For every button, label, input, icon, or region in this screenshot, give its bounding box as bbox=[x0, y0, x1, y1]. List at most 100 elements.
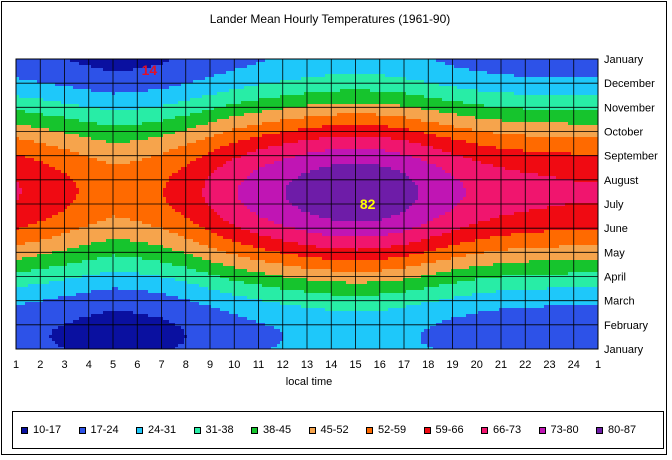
contour-cell bbox=[244, 281, 346, 285]
contour-cell bbox=[547, 287, 598, 291]
contour-cell bbox=[106, 218, 130, 222]
contour-cell bbox=[40, 239, 106, 243]
contour-cell bbox=[16, 230, 70, 234]
contour-cell bbox=[223, 131, 280, 135]
legend-swatch bbox=[481, 427, 488, 434]
contour-cell bbox=[205, 179, 244, 183]
contour-cell bbox=[16, 227, 19, 231]
contour-cell bbox=[217, 233, 259, 237]
contour-cell bbox=[91, 290, 148, 294]
contour-cell bbox=[571, 152, 598, 156]
contour-cell bbox=[427, 161, 481, 165]
contour-cell bbox=[91, 65, 151, 69]
contour-cell bbox=[304, 290, 406, 294]
contour-cell bbox=[139, 272, 208, 276]
x-tick-label: 12 bbox=[277, 359, 289, 371]
legend-label: 80-87 bbox=[608, 424, 637, 436]
contour-cell bbox=[19, 197, 76, 201]
contour-cell bbox=[421, 263, 493, 267]
contour-cell bbox=[442, 167, 505, 171]
contour-cell bbox=[184, 215, 220, 219]
contour-cell bbox=[178, 101, 241, 105]
x-tick-label: 18 bbox=[422, 359, 434, 371]
contour-cell bbox=[247, 176, 298, 180]
contour-cell bbox=[205, 77, 301, 81]
contour-cell bbox=[499, 215, 598, 219]
contour-cell bbox=[310, 212, 400, 216]
y-tick-label: August bbox=[604, 175, 638, 187]
contour-cell bbox=[58, 296, 178, 300]
contour-cell bbox=[286, 188, 418, 192]
contour-cell bbox=[520, 170, 598, 174]
contour-cell bbox=[181, 212, 217, 216]
contour-cell bbox=[421, 341, 598, 345]
contour-cell bbox=[283, 332, 421, 336]
contour-cell bbox=[193, 254, 238, 258]
contour-cell bbox=[544, 230, 598, 234]
contour-cell bbox=[421, 335, 598, 339]
contour-cell bbox=[481, 161, 598, 165]
contour-cell bbox=[211, 305, 301, 309]
contour-cell bbox=[415, 200, 460, 204]
legend-swatch bbox=[21, 427, 28, 434]
y-tick-label: January bbox=[604, 344, 644, 356]
contour-cell bbox=[202, 257, 250, 261]
contour-cell bbox=[241, 227, 295, 231]
contour-cell bbox=[208, 152, 247, 156]
contour-cell bbox=[91, 89, 148, 93]
x-axis-label: local time bbox=[286, 376, 332, 388]
contour-cell bbox=[424, 329, 598, 333]
contour-cell bbox=[292, 203, 412, 207]
contour-cell bbox=[193, 239, 232, 243]
contour-cell bbox=[61, 101, 178, 105]
contour-cell bbox=[214, 74, 325, 78]
contour-cell bbox=[205, 182, 241, 186]
contour-cell bbox=[214, 170, 253, 174]
contour-cell bbox=[466, 254, 598, 258]
contour-cell bbox=[187, 281, 244, 285]
contour-cell bbox=[16, 125, 31, 129]
contour-cell bbox=[16, 218, 46, 222]
contour-cell bbox=[181, 83, 259, 87]
contour-cell bbox=[436, 260, 529, 264]
contour-cell bbox=[178, 344, 277, 348]
contour-cell bbox=[322, 257, 388, 261]
contour-cell bbox=[178, 146, 220, 150]
contour-cell bbox=[181, 167, 217, 171]
contour-cell bbox=[442, 320, 598, 324]
contour-cell bbox=[184, 338, 283, 342]
contour-cell bbox=[286, 197, 418, 201]
contour-cell bbox=[19, 137, 91, 141]
contour-cell bbox=[16, 311, 103, 315]
contour-cell bbox=[271, 347, 433, 350]
contour-cell bbox=[151, 224, 199, 228]
contour-cell bbox=[496, 146, 598, 150]
contour-cell bbox=[130, 140, 196, 144]
contour-cell bbox=[16, 206, 67, 210]
y-tick-label: February bbox=[604, 320, 649, 332]
contour-cell bbox=[16, 317, 79, 321]
contour-cell bbox=[52, 236, 184, 240]
contour-cell bbox=[451, 269, 598, 273]
contour-cell bbox=[259, 98, 442, 102]
x-tick-label: 13 bbox=[301, 359, 313, 371]
contour-cell bbox=[43, 98, 190, 102]
contour-cell bbox=[196, 140, 238, 144]
contour-cell bbox=[457, 86, 598, 90]
contour-cell bbox=[16, 287, 112, 291]
contour-cell bbox=[172, 263, 223, 267]
contour-cell bbox=[211, 230, 250, 234]
contour-cell bbox=[16, 221, 37, 225]
contour-cell bbox=[16, 248, 67, 252]
contour-cell bbox=[37, 254, 112, 258]
plot-border bbox=[15, 58, 599, 350]
contour-cell bbox=[529, 209, 598, 213]
contour-cell bbox=[283, 158, 421, 162]
contour-cell bbox=[484, 104, 598, 108]
contour-cell bbox=[319, 167, 391, 171]
contour-cell bbox=[295, 227, 412, 231]
contour-cell bbox=[214, 134, 262, 138]
contour-cell bbox=[25, 110, 202, 114]
contour-cell bbox=[205, 200, 241, 204]
contour-cell bbox=[406, 266, 469, 270]
